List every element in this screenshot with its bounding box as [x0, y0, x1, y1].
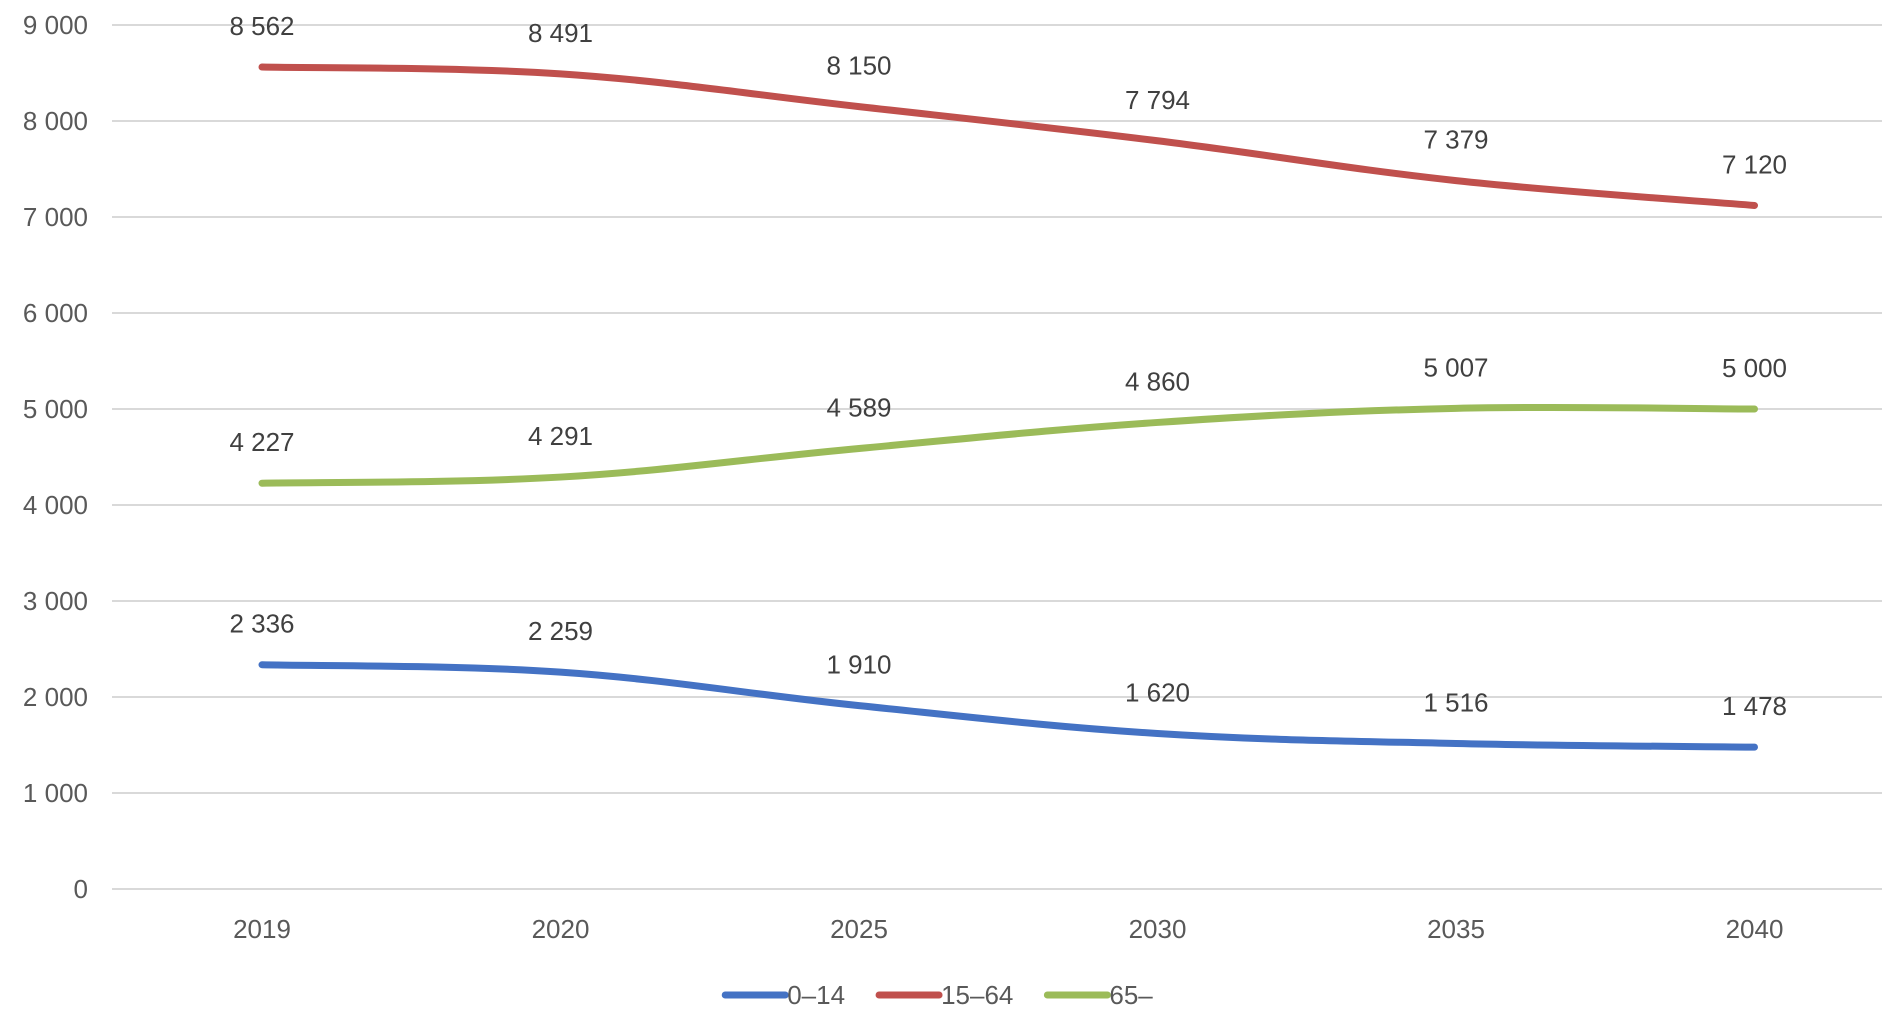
data-label: 4 860: [1125, 366, 1190, 396]
data-label: 1 478: [1722, 691, 1787, 721]
data-label: 7 794: [1125, 85, 1190, 115]
x-tick-label: 2020: [532, 914, 590, 944]
data-label: 4 291: [528, 421, 593, 451]
y-tick-label: 7 000: [23, 202, 88, 232]
y-tick-label: 8 000: [23, 106, 88, 136]
data-label: 1 620: [1125, 677, 1190, 707]
data-label: 2 259: [528, 616, 593, 646]
gridlines: [112, 25, 1882, 889]
legend-label: 15–64: [941, 980, 1013, 1010]
y-tick-label: 6 000: [23, 298, 88, 328]
y-tick-label: 9 000: [23, 10, 88, 40]
data-label: 2 336: [229, 609, 294, 639]
y-tick-label: 0: [74, 874, 88, 904]
x-tick-label: 2040: [1726, 914, 1784, 944]
series-line-15-64: [262, 67, 1755, 205]
y-axis-ticks: 0 1 000 2 000 3 000 4 000 5 000 6 000 7 000 8 00…: [23, 10, 88, 904]
legend-item: 0–14: [725, 980, 845, 1010]
legend-label: 65–: [1109, 980, 1153, 1010]
y-tick-label: 2 000: [23, 682, 88, 712]
data-label: 1 910: [826, 650, 891, 680]
x-tick-label: 2019: [233, 914, 291, 944]
legend: 0–14 15–64 65–: [725, 980, 1153, 1010]
data-label: 5 007: [1423, 352, 1488, 382]
data-labels: 2 336 2 259 1 910 1 620 1 516 1 478 8 562 8 491…: [229, 11, 1787, 721]
data-label: 1 516: [1423, 687, 1488, 717]
legend-item: 15–64: [879, 980, 1013, 1010]
data-label: 7 120: [1722, 149, 1787, 179]
y-tick-label: 5 000: [23, 394, 88, 424]
x-axis-ticks: 2019 2020 2025 2030 2035 2040: [233, 914, 1783, 944]
series-line-65: [262, 407, 1755, 483]
y-tick-label: 3 000: [23, 586, 88, 616]
series-lines: [262, 67, 1755, 747]
data-label: 7 379: [1423, 125, 1488, 155]
x-tick-label: 2030: [1129, 914, 1187, 944]
data-label: 4 589: [826, 392, 891, 422]
y-tick-label: 1 000: [23, 778, 88, 808]
y-tick-label: 4 000: [23, 490, 88, 520]
legend-label: 0–14: [787, 980, 845, 1010]
x-tick-label: 2035: [1427, 914, 1485, 944]
series-line-0-14: [262, 665, 1755, 747]
data-label: 8 491: [528, 18, 593, 48]
x-tick-label: 2025: [830, 914, 888, 944]
data-label: 5 000: [1722, 353, 1787, 383]
legend-item: 65–: [1047, 980, 1153, 1010]
data-label: 8 150: [826, 51, 891, 81]
data-label: 8 562: [229, 11, 294, 41]
data-label: 4 227: [229, 427, 294, 457]
